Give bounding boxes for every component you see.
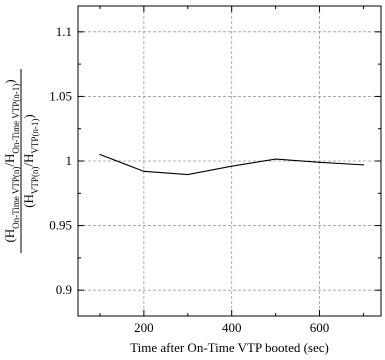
data-point: [99, 153, 101, 156]
data-point: [318, 161, 321, 163]
x-tick-label: 600: [310, 320, 330, 335]
data-point: [187, 173, 189, 176]
data-point: [362, 164, 365, 166]
x-tick-label: 400: [222, 320, 242, 335]
y-axis-label: (HOn-Time VTP(n)/HOn-Time VTP(n-1)) (HVT…: [2, 69, 40, 253]
grid-lines: [78, 6, 381, 316]
y-axis-label-line: (HVTP(n)/HVTP(n-1)): [21, 114, 40, 208]
x-axis-label: Time after On-Time VTP booted (sec): [130, 340, 329, 355]
y-axis-label-text: (HOn-Time VTP(n)/HOn-Time VTP(n-1)): [2, 79, 21, 242]
series-layer: [99, 153, 365, 176]
y-tick-label: 0.9: [56, 282, 72, 297]
y-tick-label: 1.1: [56, 24, 72, 39]
y-axis-label-numerator: (HOn-Time VTP(n)/HOn-Time VTP(n-1)): [2, 79, 21, 242]
axis-ticks: [78, 6, 381, 316]
y-tick-label: 1: [66, 153, 73, 168]
x-tick-label: 200: [134, 320, 154, 335]
data-point: [143, 170, 145, 172]
data-point: [231, 165, 233, 167]
data-point: [275, 158, 277, 160]
tick-labels: 200 400 600 0.9 0.95 1 1.05 1.1: [49, 24, 329, 335]
y-axis-label-denominator: (HVTP(n)/HVTP(n-1)): [21, 114, 40, 208]
y-tick-label: 1.05: [49, 88, 72, 103]
y-axis-label-line: (HOn-Time VTP(n)/HOn-Time VTP(n-1)): [2, 79, 21, 242]
y-axis-label-text: (HVTP(n)/HVTP(n-1)): [21, 114, 40, 208]
y-tick-label: 0.95: [49, 218, 72, 233]
